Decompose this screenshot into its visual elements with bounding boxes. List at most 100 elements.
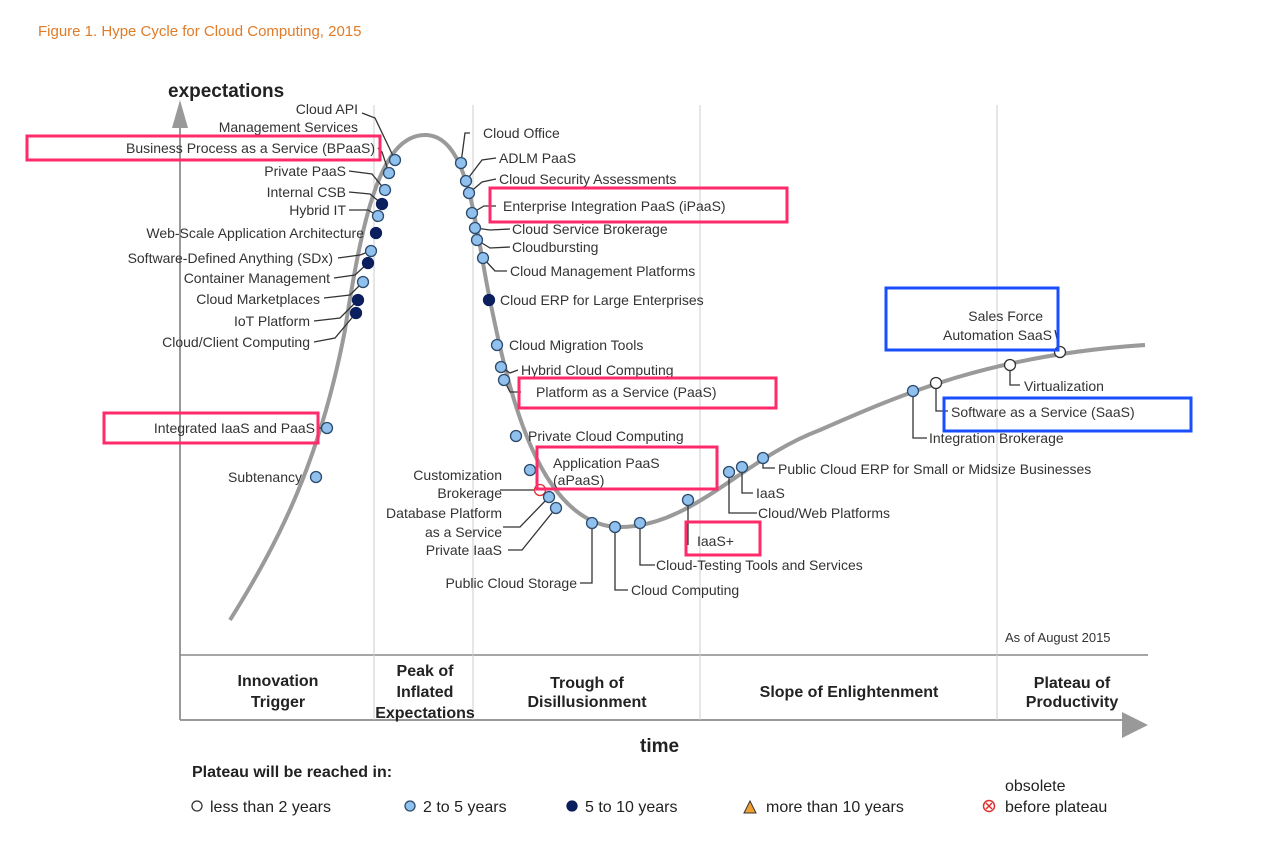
- x-axis-arrow-icon: [1122, 712, 1148, 738]
- label-ipaas: Enterprise Integration PaaS (iPaaS): [503, 198, 726, 214]
- label-adlm-paas: ADLM PaaS: [499, 150, 576, 166]
- label-private-cloud: Private Cloud Computing: [528, 428, 684, 444]
- label-cloud-erp-large: Cloud ERP for Large Enterprises: [500, 292, 704, 308]
- label-custom-brokerage-2: Brokerage: [437, 485, 502, 501]
- point-cloud-erp-large: [482, 293, 496, 307]
- label-iot: IoT Platform: [234, 313, 310, 329]
- point-container: [361, 256, 375, 270]
- point-web-scale: [369, 226, 383, 240]
- highlight-apaas: [535, 445, 719, 491]
- point-hybrid-it: [371, 209, 385, 223]
- label-migration-tools: Cloud Migration Tools: [509, 337, 643, 353]
- point-integrated-iaas-paas: [320, 421, 334, 435]
- point-public-erp: [756, 451, 770, 465]
- label-cloud-client: Cloud/Client Computing: [162, 334, 310, 350]
- point-internal-csb: [375, 197, 389, 211]
- phase-trough-l1: Trough of: [550, 675, 624, 692]
- phase-innovation-trigger-l1: Innovation: [238, 673, 319, 690]
- phase-peak-l3: Expectations: [375, 705, 475, 722]
- label-sfa-2: Automation SaaS: [943, 327, 1052, 343]
- phase-labels: Innovation Trigger Peak of Inflated Expe…: [238, 663, 1119, 722]
- point-cloud-testing: [633, 516, 647, 530]
- legend-dark-circle-icon: [566, 800, 578, 812]
- highlight-integrated-iaas-paas: [102, 411, 320, 445]
- phase-plateau-l2: Productivity: [1026, 694, 1119, 711]
- label-service-brokerage: Cloud Service Brokerage: [512, 221, 668, 237]
- y-axis-label: expectations: [168, 81, 284, 102]
- point-public-storage: [585, 516, 599, 530]
- legend-less-than-2: less than 2 years: [210, 799, 331, 816]
- highlight-boxes: [25, 134, 1193, 557]
- label-marketplaces: Cloud Marketplaces: [196, 291, 320, 307]
- label-private-paas: Private PaaS: [264, 163, 346, 179]
- legend-white-circle-icon: [191, 800, 203, 812]
- phase-innovation-trigger-l2: Trigger: [251, 694, 305, 711]
- label-sfa-1: Sales Force: [968, 308, 1043, 324]
- point-paas: [497, 373, 511, 387]
- label-cloud-api-1: Cloud API: [296, 101, 358, 117]
- label-cloud-computing: Cloud Computing: [631, 582, 739, 598]
- phase-plateau-l1: Plateau of: [1034, 675, 1111, 692]
- legend-2-to-5: 2 to 5 years: [423, 799, 507, 816]
- label-dbpaas-1: Database Platform: [386, 505, 502, 521]
- label-security-assess: Cloud Security Assessments: [499, 171, 676, 187]
- point-cloud-client: [349, 306, 363, 320]
- point-cloud-computing: [608, 520, 622, 534]
- phase-peak-l1: Peak of: [397, 663, 455, 680]
- legend-obsolete-l1: obsolete: [1005, 778, 1066, 795]
- label-cloud-testing: Cloud-Testing Tools and Services: [656, 557, 863, 573]
- label-internal-csb: Internal CSB: [267, 184, 346, 200]
- point-bpaas: [382, 166, 396, 180]
- point-migration-tools: [490, 338, 504, 352]
- label-dbpaas-2: as a Service: [425, 524, 502, 540]
- label-saas: Software as a Service (SaaS): [951, 404, 1135, 420]
- label-private-iaas: Private IaaS: [426, 542, 502, 558]
- point-adlm-paas: [459, 174, 473, 188]
- phase-peak-l2: Inflated: [397, 684, 454, 701]
- point-dbpaas: [542, 490, 556, 504]
- point-ipaas: [465, 206, 479, 220]
- label-subtenancy: Subtenancy: [228, 469, 302, 485]
- point-cloud-web: [722, 465, 736, 479]
- as-of-date: As of August 2015: [1005, 630, 1111, 645]
- highlight-sfa-saas: [884, 286, 1060, 352]
- label-apaas-1: Application PaaS: [553, 455, 660, 471]
- point-security-assess: [462, 186, 476, 200]
- label-virtualization: Virtualization: [1024, 378, 1104, 394]
- point-private-iaas: [549, 501, 563, 515]
- highlight-ipaas: [488, 186, 789, 224]
- point-iaas: [735, 460, 749, 474]
- labels-right: Cloud Office ADLM PaaS Cloud Security As…: [483, 125, 1135, 598]
- legend: Plateau will be reached in: less than 2 …: [191, 764, 1107, 816]
- phase-trough-l2: Disillusionment: [527, 694, 647, 711]
- label-iaas-plus: IaaS+: [697, 533, 734, 549]
- legend-5-to-10: 5 to 10 years: [585, 799, 678, 816]
- highlight-paas: [517, 376, 778, 410]
- label-bpaas: Business Process as a Service (BPaaS): [126, 140, 375, 156]
- legend-triangle-icon: [743, 799, 757, 814]
- point-virtualization: [1003, 358, 1017, 372]
- label-web-scale: Web-Scale Application Architecture: [146, 225, 364, 241]
- label-sdx: Software-Defined Anything (SDx): [128, 250, 333, 266]
- label-public-erp: Public Cloud ERP for Small or Midsize Bu…: [778, 461, 1091, 477]
- point-saas: [929, 376, 943, 390]
- highlight-bpaas: [25, 134, 382, 162]
- legend-more-than-10: more than 10 years: [766, 799, 904, 816]
- highlight-saas: [942, 396, 1193, 433]
- x-axis-label: time: [640, 736, 679, 757]
- point-private-cloud: [509, 429, 523, 443]
- point-subtenancy: [309, 470, 323, 484]
- point-sdx: [364, 244, 378, 258]
- label-cloud-office: Cloud Office: [483, 125, 560, 141]
- phase-slope: Slope of Enlightenment: [760, 684, 939, 701]
- point-service-brokerage: [468, 221, 482, 235]
- highlight-iaas-plus: [684, 520, 762, 557]
- figure-title: Figure 1. Hype Cycle for Cloud Computing…: [38, 23, 362, 40]
- point-cloud-api: [388, 153, 402, 167]
- point-cloudbursting: [470, 233, 484, 247]
- point-integration-brokerage: [906, 384, 920, 398]
- label-paas: Platform as a Service (PaaS): [536, 384, 717, 400]
- legend-light-circle-icon: [404, 800, 416, 812]
- label-hybrid-cloud: Hybrid Cloud Computing: [521, 362, 674, 378]
